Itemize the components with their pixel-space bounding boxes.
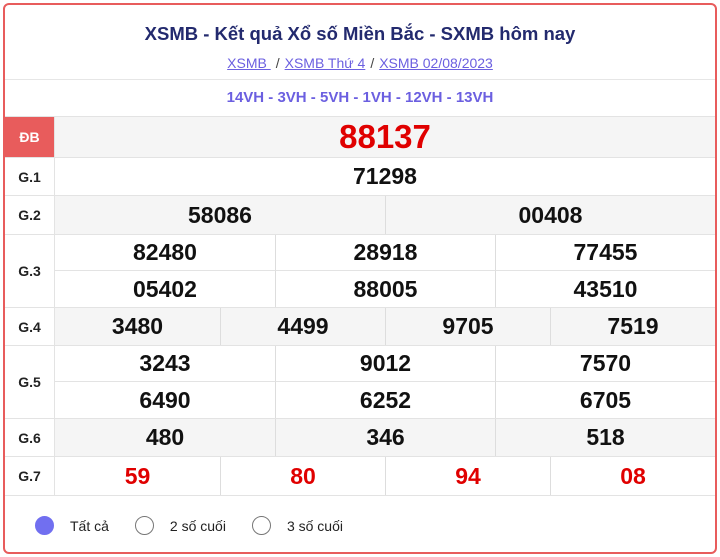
prize-number: 9705: [385, 308, 550, 345]
prize-number: 77455: [495, 235, 715, 271]
prize-values: 58086 00408: [55, 196, 715, 234]
results-table: ĐB 88137 G.1 71298 G.2 58086 00408 G.3 82480 2891…: [5, 116, 715, 496]
prize-row-g3: G.3 82480 28918 77455 05402 88005 43510: [5, 234, 715, 307]
prize-number: 6705: [495, 382, 715, 418]
prize-row-db: ĐB 88137: [5, 116, 715, 157]
filter-label: 3 số cuối: [286, 517, 343, 534]
prize-number: 3243: [55, 346, 275, 382]
prize-values: 82480 28918 77455 05402 88005 43510: [55, 235, 715, 307]
prize-label: G.2: [5, 196, 55, 234]
prize-label: G.4: [5, 308, 55, 345]
prize-row-g4: G.4 3480 4499 9705 7519: [5, 307, 715, 345]
filter-label: 2 số cuối: [169, 517, 226, 534]
page-title: XSMB - Kết quả Xổ số Miền Bắc - SXMB hôm…: [144, 23, 576, 44]
header: XSMB - Kết quả Xổ số Miền Bắc - SXMB hôm…: [5, 5, 715, 80]
prize-number: 43510: [495, 271, 715, 307]
prize-number: 08: [550, 457, 715, 495]
prize-number: 58086: [188, 201, 252, 228]
prize-row-g6: G.6 480 346 518: [5, 418, 715, 456]
prize-number: 00408: [385, 196, 715, 234]
prize-number: 94: [385, 457, 550, 495]
filter-last-2[interactable]: 2 số cuối: [134, 516, 226, 535]
prize-number: 05402: [133, 275, 197, 302]
prize-row-g1: G.1 71298: [5, 157, 715, 195]
results-card: XSMB - Kết quả Xổ số Miền Bắc - SXMB hôm…: [3, 3, 717, 554]
breadcrumb-separator: /: [370, 55, 375, 71]
prize-values: 3480 4499 9705 7519: [55, 308, 715, 345]
prize-number: 82480: [55, 235, 275, 271]
breadcrumb-xsmb-thu4[interactable]: XSMB Thứ 4: [284, 55, 366, 71]
prize-number: 518: [495, 419, 715, 456]
prize-row-g2: G.2 58086 00408: [5, 195, 715, 234]
prize-values: 3243 9012 7570 6490 6252 6705: [55, 346, 715, 418]
filter-last-3[interactable]: 3 số cuối: [251, 516, 343, 535]
prize-number: 7570: [495, 346, 715, 382]
prize-label: G.5: [5, 346, 55, 418]
breadcrumb: XSMB / XSMB Thứ 4/XSMB 02/08/2023: [5, 55, 715, 71]
filter-all[interactable]: Tất cả: [35, 516, 109, 535]
breadcrumb-separator: /: [275, 55, 280, 71]
prize-values: 59 80 94 08: [55, 457, 715, 495]
prize-label: G.6: [5, 419, 55, 456]
prize-label: G.7: [5, 457, 55, 495]
prize-number: 28918: [275, 235, 495, 271]
prize-number: 80: [220, 457, 385, 495]
filter-label: Tất cả: [70, 517, 109, 534]
prize-values: 88137: [55, 117, 715, 157]
prize-number: 9012: [275, 346, 495, 382]
breadcrumb-date[interactable]: XSMB 02/08/2023: [379, 55, 493, 71]
prize-row-g7: G.7 59 80 94 08: [5, 456, 715, 496]
prize-number: 4499: [220, 308, 385, 345]
prize-number: 346: [275, 419, 495, 456]
draw-codes: 14VH - 3VH - 5VH - 1VH - 12VH - 13VH: [226, 89, 494, 106]
display-filter: Tất cả 2 số cuối 3 số cuối: [5, 496, 715, 535]
prize-values: 480 346 518: [55, 419, 715, 456]
prize-label: G.3: [5, 235, 55, 307]
prize-row-g5: G.5 3243 9012 7570 6490 6252 6705: [5, 345, 715, 418]
radio-icon[interactable]: [134, 516, 154, 535]
breadcrumb-xsmb[interactable]: XSMB: [227, 55, 271, 71]
prize-values: 71298: [55, 158, 715, 195]
prize-number: 59: [124, 462, 151, 489]
prize-label: G.1: [5, 158, 55, 195]
radio-icon[interactable]: [35, 516, 54, 535]
prize-number: 3480: [111, 313, 164, 339]
prize-number: 7519: [550, 308, 715, 345]
prize-number: 88137: [339, 118, 431, 155]
prize-number: 6490: [139, 386, 191, 413]
prize-label: ĐB: [5, 117, 55, 157]
radio-icon[interactable]: [251, 516, 271, 535]
prize-number: 71298: [353, 163, 417, 189]
prize-number: 88005: [275, 271, 495, 307]
prize-number: 480: [145, 424, 185, 450]
prize-number: 6252: [275, 382, 495, 418]
